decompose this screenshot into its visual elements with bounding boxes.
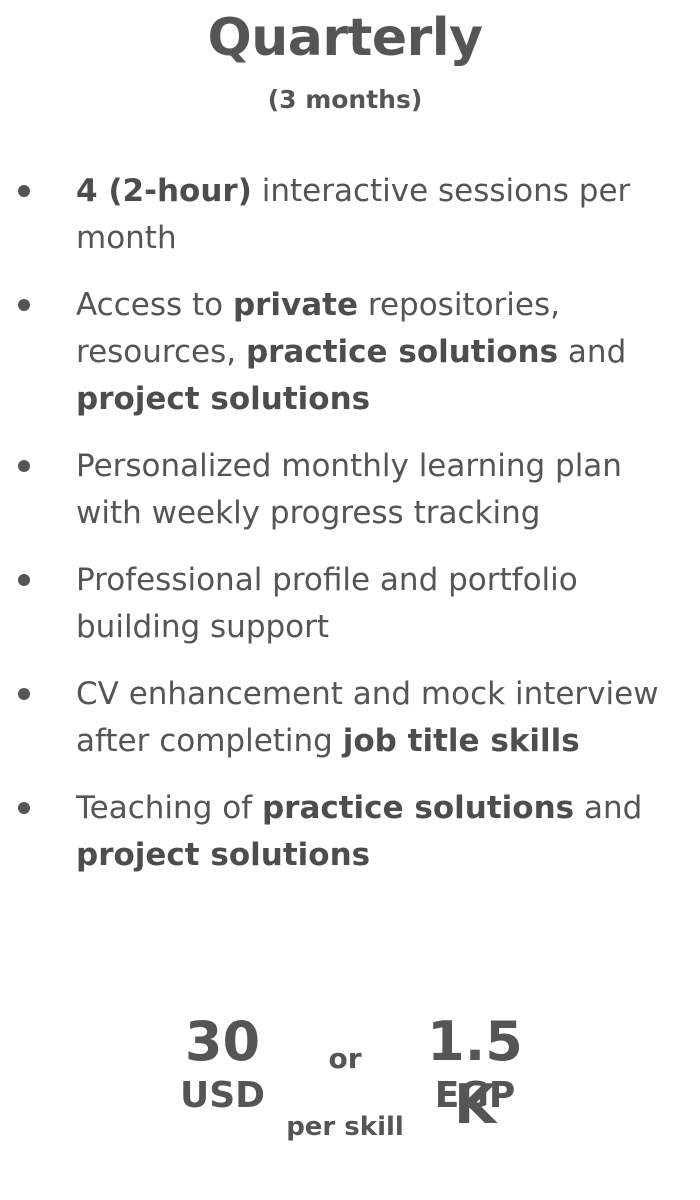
feature-item: Personalized monthly learning plan with …: [18, 443, 688, 537]
feature-text: Personalized monthly learning plan with …: [76, 448, 622, 531]
plan-title: Quarterly: [207, 8, 483, 68]
feature-item: Teaching of practice solutions and proje…: [18, 785, 688, 879]
price-egp-currency: EGP: [434, 1075, 516, 1116]
feature-text: Professional profile and portfolio build…: [76, 562, 578, 645]
price-usd-currency: USD: [179, 1075, 266, 1116]
feature-text-bold: private: [232, 287, 359, 323]
price-usd-amount: 30: [184, 1010, 261, 1073]
bullet-icon: [18, 688, 30, 700]
feature-text: interactive sessions per month: [76, 173, 631, 256]
bullet-icon: [18, 185, 30, 197]
bullet-icon: [18, 802, 30, 814]
feature-text-bold: project solutions: [76, 837, 371, 873]
feature-item: Professional profile and portfolio build…: [18, 557, 688, 651]
feature-text-bold: job title skills: [342, 723, 580, 759]
bullet-icon: [18, 299, 30, 311]
feature-text-bold: practice solutions: [261, 790, 575, 826]
feature-text: CV enhancement and mock interview after …: [76, 676, 659, 759]
feature-item: 4 (2-hour) interactive sessions per mont…: [18, 168, 688, 262]
feature-list: 4 (2-hour) interactive sessions per mont…: [18, 168, 688, 899]
feature-text-bold: 4 (2-hour): [76, 173, 252, 209]
feature-text: and: [558, 334, 627, 370]
bullet-icon: [18, 574, 30, 586]
feature-text-bold: practice solutions: [245, 334, 559, 370]
feature-text: Teaching of: [76, 790, 262, 826]
price-per-unit: per skill: [286, 1112, 404, 1142]
feature-text: Access to: [76, 287, 233, 323]
feature-text-bold: project solutions: [76, 381, 371, 417]
feature-item: Access to private repositories, resource…: [18, 282, 688, 423]
bullet-icon: [18, 460, 30, 472]
plan-duration: (3 months): [267, 85, 423, 114]
feature-item: CV enhancement and mock interview after …: [18, 671, 688, 765]
price-egp-amount: 1.5 K: [427, 1010, 523, 1136]
feature-text: and: [574, 790, 643, 826]
feature-text: repositories, resources,: [76, 287, 560, 370]
price-separator: or: [328, 1042, 362, 1075]
